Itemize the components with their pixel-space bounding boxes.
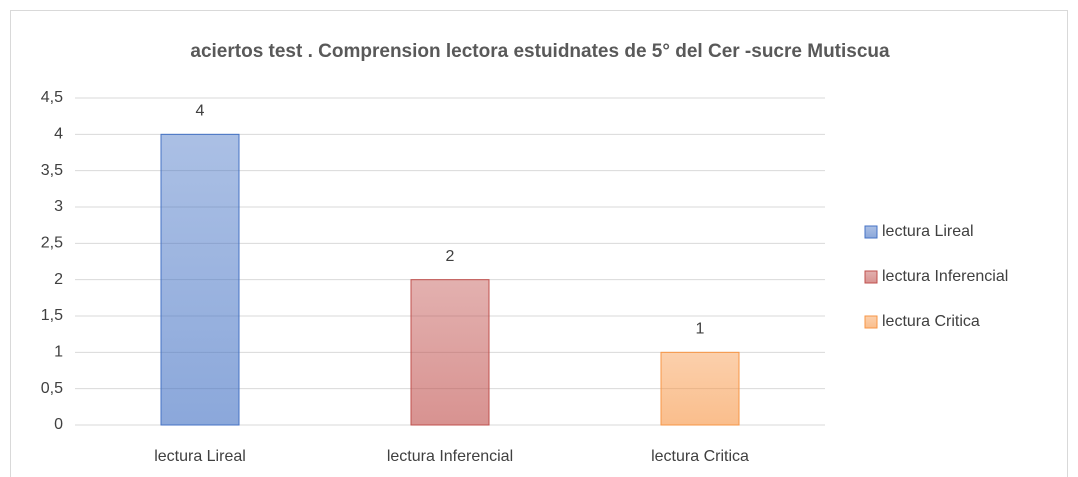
legend-label: lectura Critica xyxy=(882,313,980,330)
bar xyxy=(660,351,740,426)
data-label: 4 xyxy=(196,103,205,120)
x-tick-label: lectura Lireal xyxy=(154,448,246,465)
legend-swatch xyxy=(864,315,878,329)
y-tick-label: 2,5 xyxy=(41,235,63,252)
y-tick-label: 4 xyxy=(54,126,63,143)
legend-label: lectura Lireal xyxy=(882,223,974,240)
y-tick-label: 3 xyxy=(54,198,63,215)
y-tick-label: 4,5 xyxy=(41,89,63,106)
bar xyxy=(410,279,490,426)
y-tick-label: 1 xyxy=(54,344,63,361)
y-tick-label: 3,5 xyxy=(41,162,63,179)
y-tick-label: 0,5 xyxy=(41,380,63,397)
y-tick-label: 1,5 xyxy=(41,307,63,324)
bar xyxy=(160,133,240,426)
legend-swatch xyxy=(864,225,878,239)
data-label: 2 xyxy=(446,248,455,265)
legend-swatch xyxy=(864,270,878,284)
y-tick-label: 2 xyxy=(54,271,63,288)
x-tick-label: lectura Critica xyxy=(651,448,749,465)
data-label: 1 xyxy=(696,321,705,338)
x-tick-label: lectura Inferencial xyxy=(387,448,513,465)
y-tick-label: 0 xyxy=(54,416,63,433)
legend-label: lectura Inferencial xyxy=(882,268,1008,285)
chart-title: aciertos test . Comprension lectora estu… xyxy=(190,41,890,62)
